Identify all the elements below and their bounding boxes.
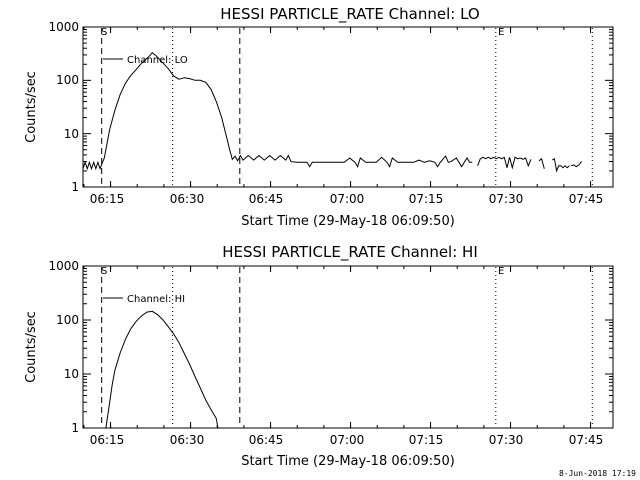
series-line: [552, 157, 570, 173]
data-series: [82, 52, 582, 173]
x-tick-label: 07:45: [569, 192, 604, 206]
footer-timestamp: 8-Jun-2018 17:19: [558, 469, 636, 478]
x-axis-label: Start Time (29-May-18 06:09:50): [241, 454, 455, 469]
chart-title: HESSI PARTICLE_RATE Channel: HI: [222, 243, 478, 262]
x-tick-label: 07:15: [409, 433, 444, 447]
event-markers: [101, 28, 593, 186]
y-tick-label: 1: [71, 180, 79, 194]
series-line: [570, 161, 582, 168]
y-tick-label: 1000: [48, 259, 79, 273]
plot-frame: [82, 26, 614, 188]
x-tick-label: 07:00: [330, 433, 365, 447]
y-tick-label: 1: [71, 421, 79, 435]
marker-label-start: S: [101, 266, 107, 277]
x-tick-label: 06:45: [249, 433, 284, 447]
y-tick-label: 100: [56, 313, 79, 327]
y-tick-label: 10: [64, 127, 79, 141]
event-markers: [101, 267, 593, 427]
x-axis-label: Start Time (29-May-18 06:09:50): [241, 214, 455, 229]
marker-label-end: E: [498, 266, 504, 277]
y-axis-label: Counts/sec: [24, 71, 39, 143]
y-axis-label: Counts/sec: [24, 311, 39, 383]
x-tick-label: 07:45: [569, 433, 604, 447]
x-tick-label: 07:30: [489, 192, 524, 206]
x-tick-label: 06:15: [90, 433, 125, 447]
x-tick-label: 06:15: [90, 192, 125, 206]
axis-ticks: [83, 27, 613, 188]
series-line: [82, 52, 473, 171]
x-tick-label: 07:15: [409, 192, 444, 206]
x-tick-label: 07:00: [330, 192, 365, 206]
y-tick-label: 10: [64, 367, 79, 381]
legend-label: Channel: HI: [127, 294, 185, 305]
chart-title: HESSI PARTICLE_RATE Channel: LO: [220, 5, 479, 24]
x-tick-label: 06:45: [249, 192, 284, 206]
axis-ticks: [83, 266, 613, 429]
x-tick-label: 06:30: [170, 433, 205, 447]
panel-lo: HESSI PARTICLE_RATE Channel: LO 1 10 100…: [24, 5, 614, 229]
y-tick-label: 1000: [48, 20, 79, 34]
legend-label: Channel: LO: [127, 55, 188, 66]
marker-label-end: E: [498, 27, 504, 38]
data-series: [105, 310, 219, 429]
x-tick-label: 07:30: [489, 433, 524, 447]
y-tick-label: 100: [56, 73, 79, 87]
series-line: [538, 157, 545, 169]
panel-hi: HESSI PARTICLE_RATE Channel: HI 1 10 100…: [24, 243, 614, 469]
plot-frame: [82, 265, 614, 429]
x-tick-label: 06:30: [170, 192, 205, 206]
series-line: [477, 156, 532, 170]
marker-label-start: S: [101, 27, 107, 38]
series-line: [105, 310, 219, 429]
